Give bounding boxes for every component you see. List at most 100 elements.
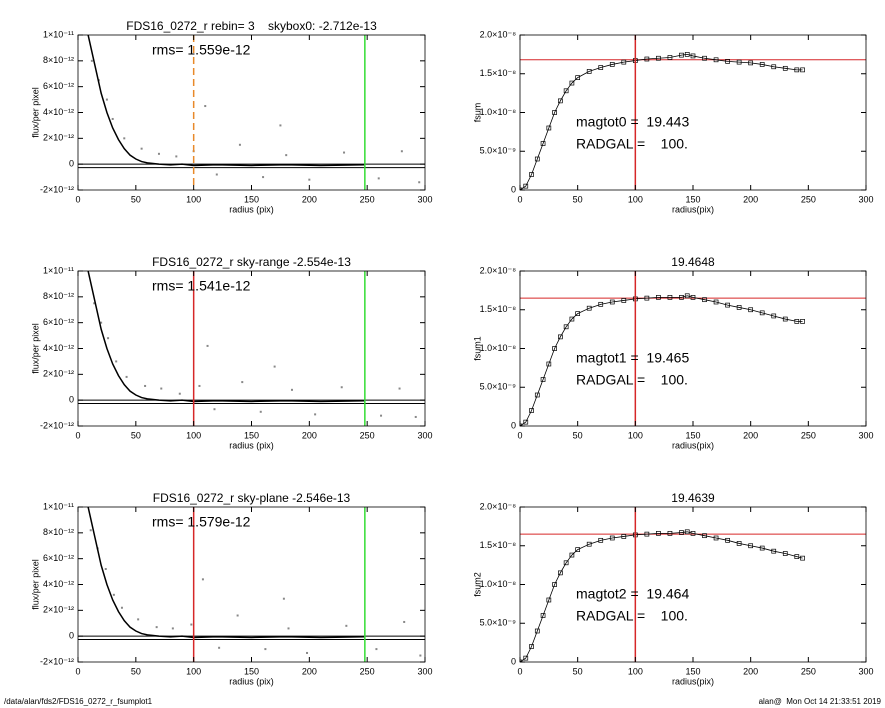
marker [540,141,546,146]
y-tick-label: 1.5×10⁻⁸ [480,540,517,550]
y-tick-label: 1×10⁻¹¹ [43,501,74,511]
data-point [241,381,244,384]
marker [569,80,575,86]
annotation: rms= 1.559e-12 [152,42,251,58]
plot-area [520,271,866,426]
data-point [201,578,204,581]
marker [713,535,719,541]
x-tick-label: 50 [131,666,141,676]
data-point [171,627,174,630]
x-tick-label: 150 [244,194,259,204]
chart-title: FDS16_0272_r rebin= 3 skybox0: -2.712e-1… [126,19,377,33]
y-tick-label: 0 [69,631,74,641]
x-tick-label: 0 [517,430,522,440]
footer-stamp: alan@ Mon Oct 14 21:33:51 2019 [759,697,882,706]
data-point [140,147,143,150]
marker [702,297,707,303]
data-point [137,618,140,621]
marker [679,530,684,535]
x-tick-label: 200 [743,430,758,440]
data-point [380,414,383,417]
x-tick-label: 150 [685,430,700,440]
marker [800,67,805,73]
data-point [418,181,421,184]
marker [621,534,627,539]
y-tick-label: 8×10⁻¹² [43,527,74,537]
data-point [112,593,115,596]
data-point [377,177,380,180]
data-point [155,626,158,629]
data-point [218,646,221,649]
marker [667,295,673,300]
marker [563,560,569,566]
data-point [105,98,108,101]
x-tick-label: 150 [244,430,259,440]
y-tick-label: 0 [69,395,74,405]
x-axis-label: radius(pix) [672,676,714,686]
y-tick-label: 0 [511,656,516,666]
y-axis-label: fsum [472,103,482,123]
marker [656,55,661,61]
marker [552,110,557,115]
x-tick-label: 0 [75,430,80,440]
y-axis-label: flux/per pixel [30,87,40,138]
x-tick-label: 150 [685,194,700,204]
marker [609,299,615,305]
x-tick-label: 250 [360,194,375,204]
marker [598,65,604,70]
x-tick-label: 250 [801,194,816,204]
marker [684,293,690,299]
x-tick-label: 150 [244,666,259,676]
y-tick-label: 5.0×10⁻⁹ [480,146,517,156]
data-point [206,344,209,347]
y-tick-label: 4×10⁻¹² [43,343,74,353]
marker [713,299,719,305]
data-point [175,155,178,158]
marker [684,52,690,57]
y-tick-label: 2×10⁻¹² [43,369,74,379]
x-tick-label: 300 [858,666,873,676]
marker [684,529,690,535]
marker [575,547,581,552]
data-point [236,614,239,617]
marker [552,582,557,587]
chart-title: 19.4648 [671,255,715,269]
marker [679,295,684,300]
annotation: magtot1 = 19.465 [576,350,689,366]
marker [546,125,552,131]
marker [736,59,742,65]
marker [759,310,765,316]
y-tick-label: 6×10⁻¹² [43,317,74,327]
marker [563,324,569,330]
marker [771,64,777,70]
marker [725,537,730,543]
x-tick-label: 150 [685,666,700,676]
data-point [403,620,406,623]
marker [771,548,777,554]
marker [782,65,788,71]
y-tick-label: 0 [511,184,516,194]
marker [540,377,546,382]
marker [736,541,742,546]
marker [748,60,754,66]
marker [771,313,777,319]
y-tick-label: 5.0×10⁻⁹ [480,382,517,392]
y-tick-label: -2×10⁻¹² [40,656,74,666]
y-tick-label: -2×10⁻¹² [40,420,74,430]
y-axis-label: flux/per pixel [30,323,40,374]
marker [748,543,754,549]
data-point [282,597,285,600]
data-point [308,178,311,181]
marker [569,316,575,322]
x-tick-label: 100 [628,430,643,440]
plot-area [78,271,425,426]
y-tick-label: 1.5×10⁻⁸ [480,304,517,314]
x-tick-label: 300 [858,194,873,204]
x-tick-label: 250 [801,666,816,676]
x-axis-label: radius (pix) [229,204,274,214]
y-tick-label: 1.0×10⁻⁸ [480,343,517,353]
marker [529,644,534,649]
marker [656,530,661,536]
